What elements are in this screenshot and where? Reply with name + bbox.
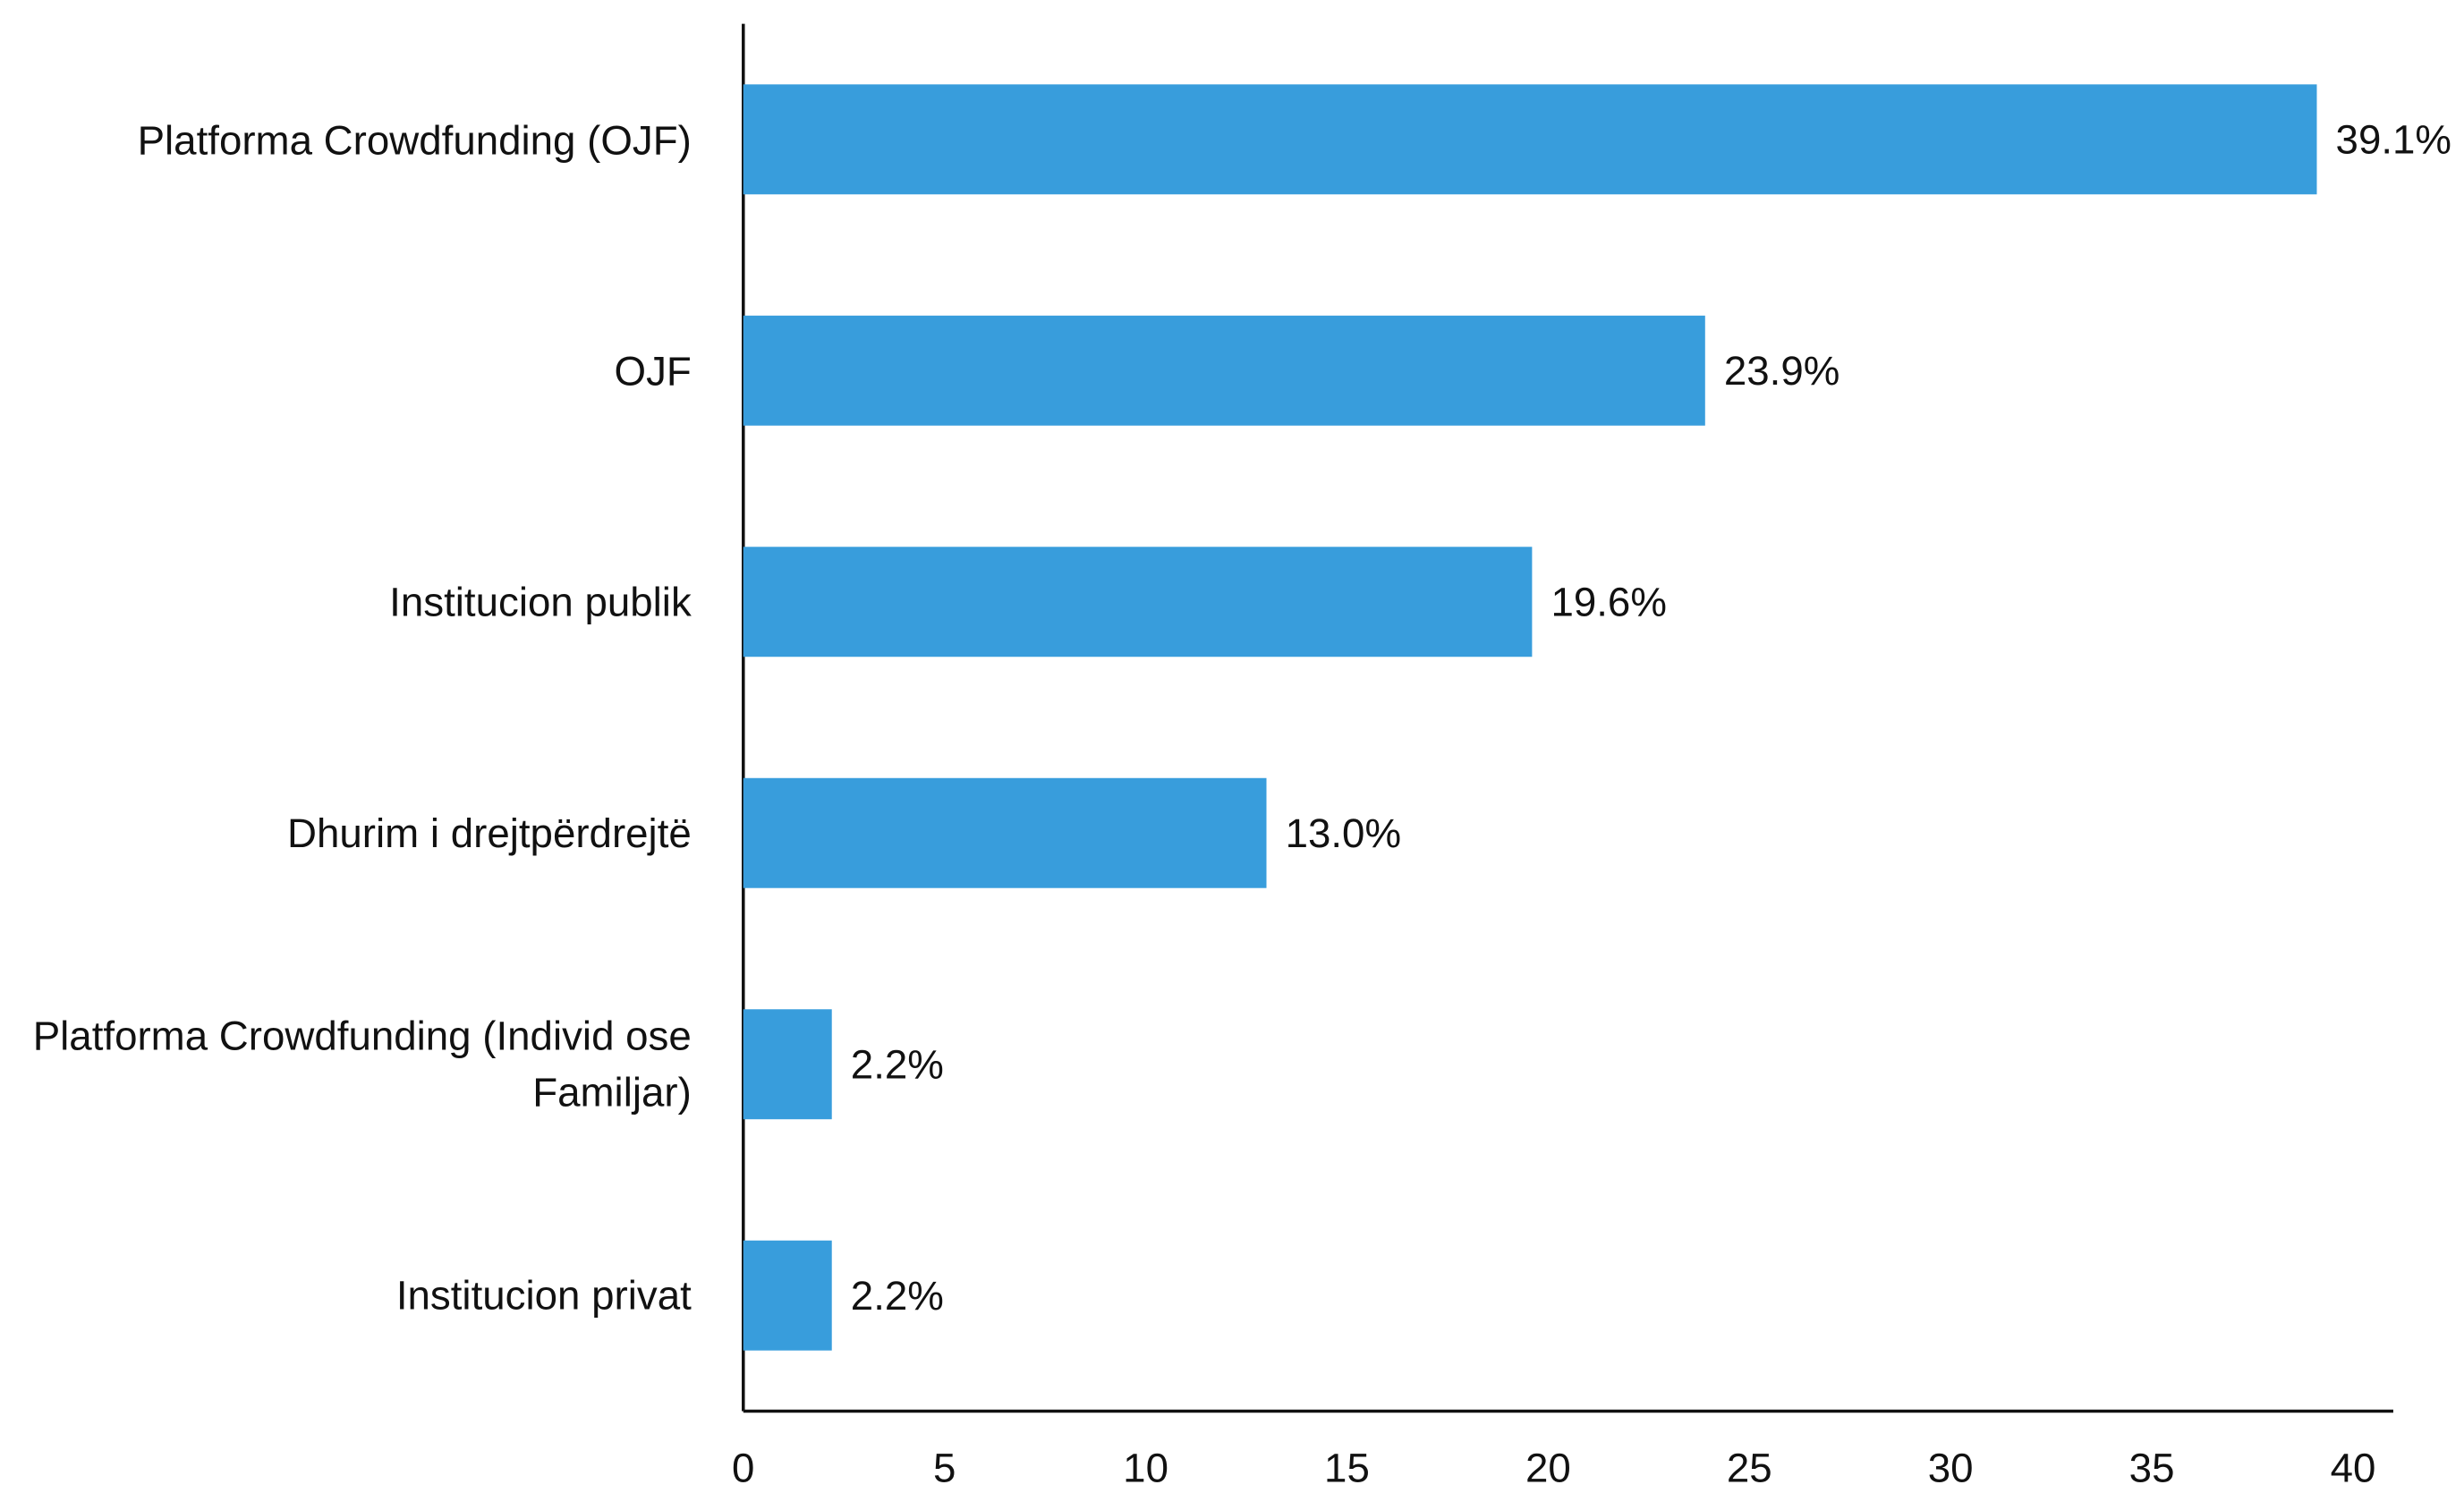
x-tick-label: 30 bbox=[1928, 1445, 1974, 1490]
value-label: 23.9% bbox=[1724, 348, 1840, 394]
bar bbox=[743, 84, 2317, 195]
value-label: 2.2% bbox=[851, 1273, 944, 1319]
y-tick-label-box: Institucion privat bbox=[395, 1271, 692, 1319]
y-tick-label: Platforma Crowdfunding (OJF) bbox=[137, 115, 692, 164]
x-tick-label: 0 bbox=[732, 1445, 754, 1490]
bar bbox=[743, 547, 1533, 657]
value-label: 13.0% bbox=[1286, 810, 1401, 856]
value-label: 39.1% bbox=[2336, 116, 2451, 162]
x-tick-label: 40 bbox=[2331, 1445, 2376, 1490]
y-tick-label: Dhurim i drejtpërdrejtë bbox=[287, 809, 692, 857]
bar bbox=[743, 1240, 832, 1351]
x-tick-label: 25 bbox=[1727, 1445, 1772, 1490]
y-tick-label-box: Dhurim i drejtpërdrejtë bbox=[287, 809, 692, 857]
bar bbox=[743, 1009, 832, 1120]
x-tick-label: 20 bbox=[1525, 1445, 1571, 1490]
x-tick-label: 5 bbox=[933, 1445, 956, 1490]
x-tick-label: 15 bbox=[1324, 1445, 1370, 1490]
bar bbox=[743, 315, 1705, 426]
y-tick-label-box: Institucion publik bbox=[389, 578, 692, 626]
y-tick-label: Institucion publik bbox=[389, 578, 692, 626]
x-tick-label: 10 bbox=[1123, 1445, 1168, 1490]
y-tick-label: Platforma Crowdfunding (Individ ose Fami… bbox=[32, 1012, 692, 1116]
y-tick-label-box: Platforma Crowdfunding (Individ ose Fami… bbox=[32, 1012, 692, 1116]
y-tick-label: OJF bbox=[614, 346, 692, 394]
x-tick-label: 35 bbox=[2129, 1445, 2175, 1490]
value-label: 2.2% bbox=[851, 1041, 944, 1087]
value-label: 19.6% bbox=[1551, 579, 1666, 624]
y-tick-label: Institucion privat bbox=[395, 1271, 692, 1319]
y-tick-label-box: Platforma Crowdfunding (OJF) bbox=[137, 115, 692, 164]
y-tick-label-box: OJF bbox=[614, 346, 692, 394]
bar bbox=[743, 777, 1267, 888]
